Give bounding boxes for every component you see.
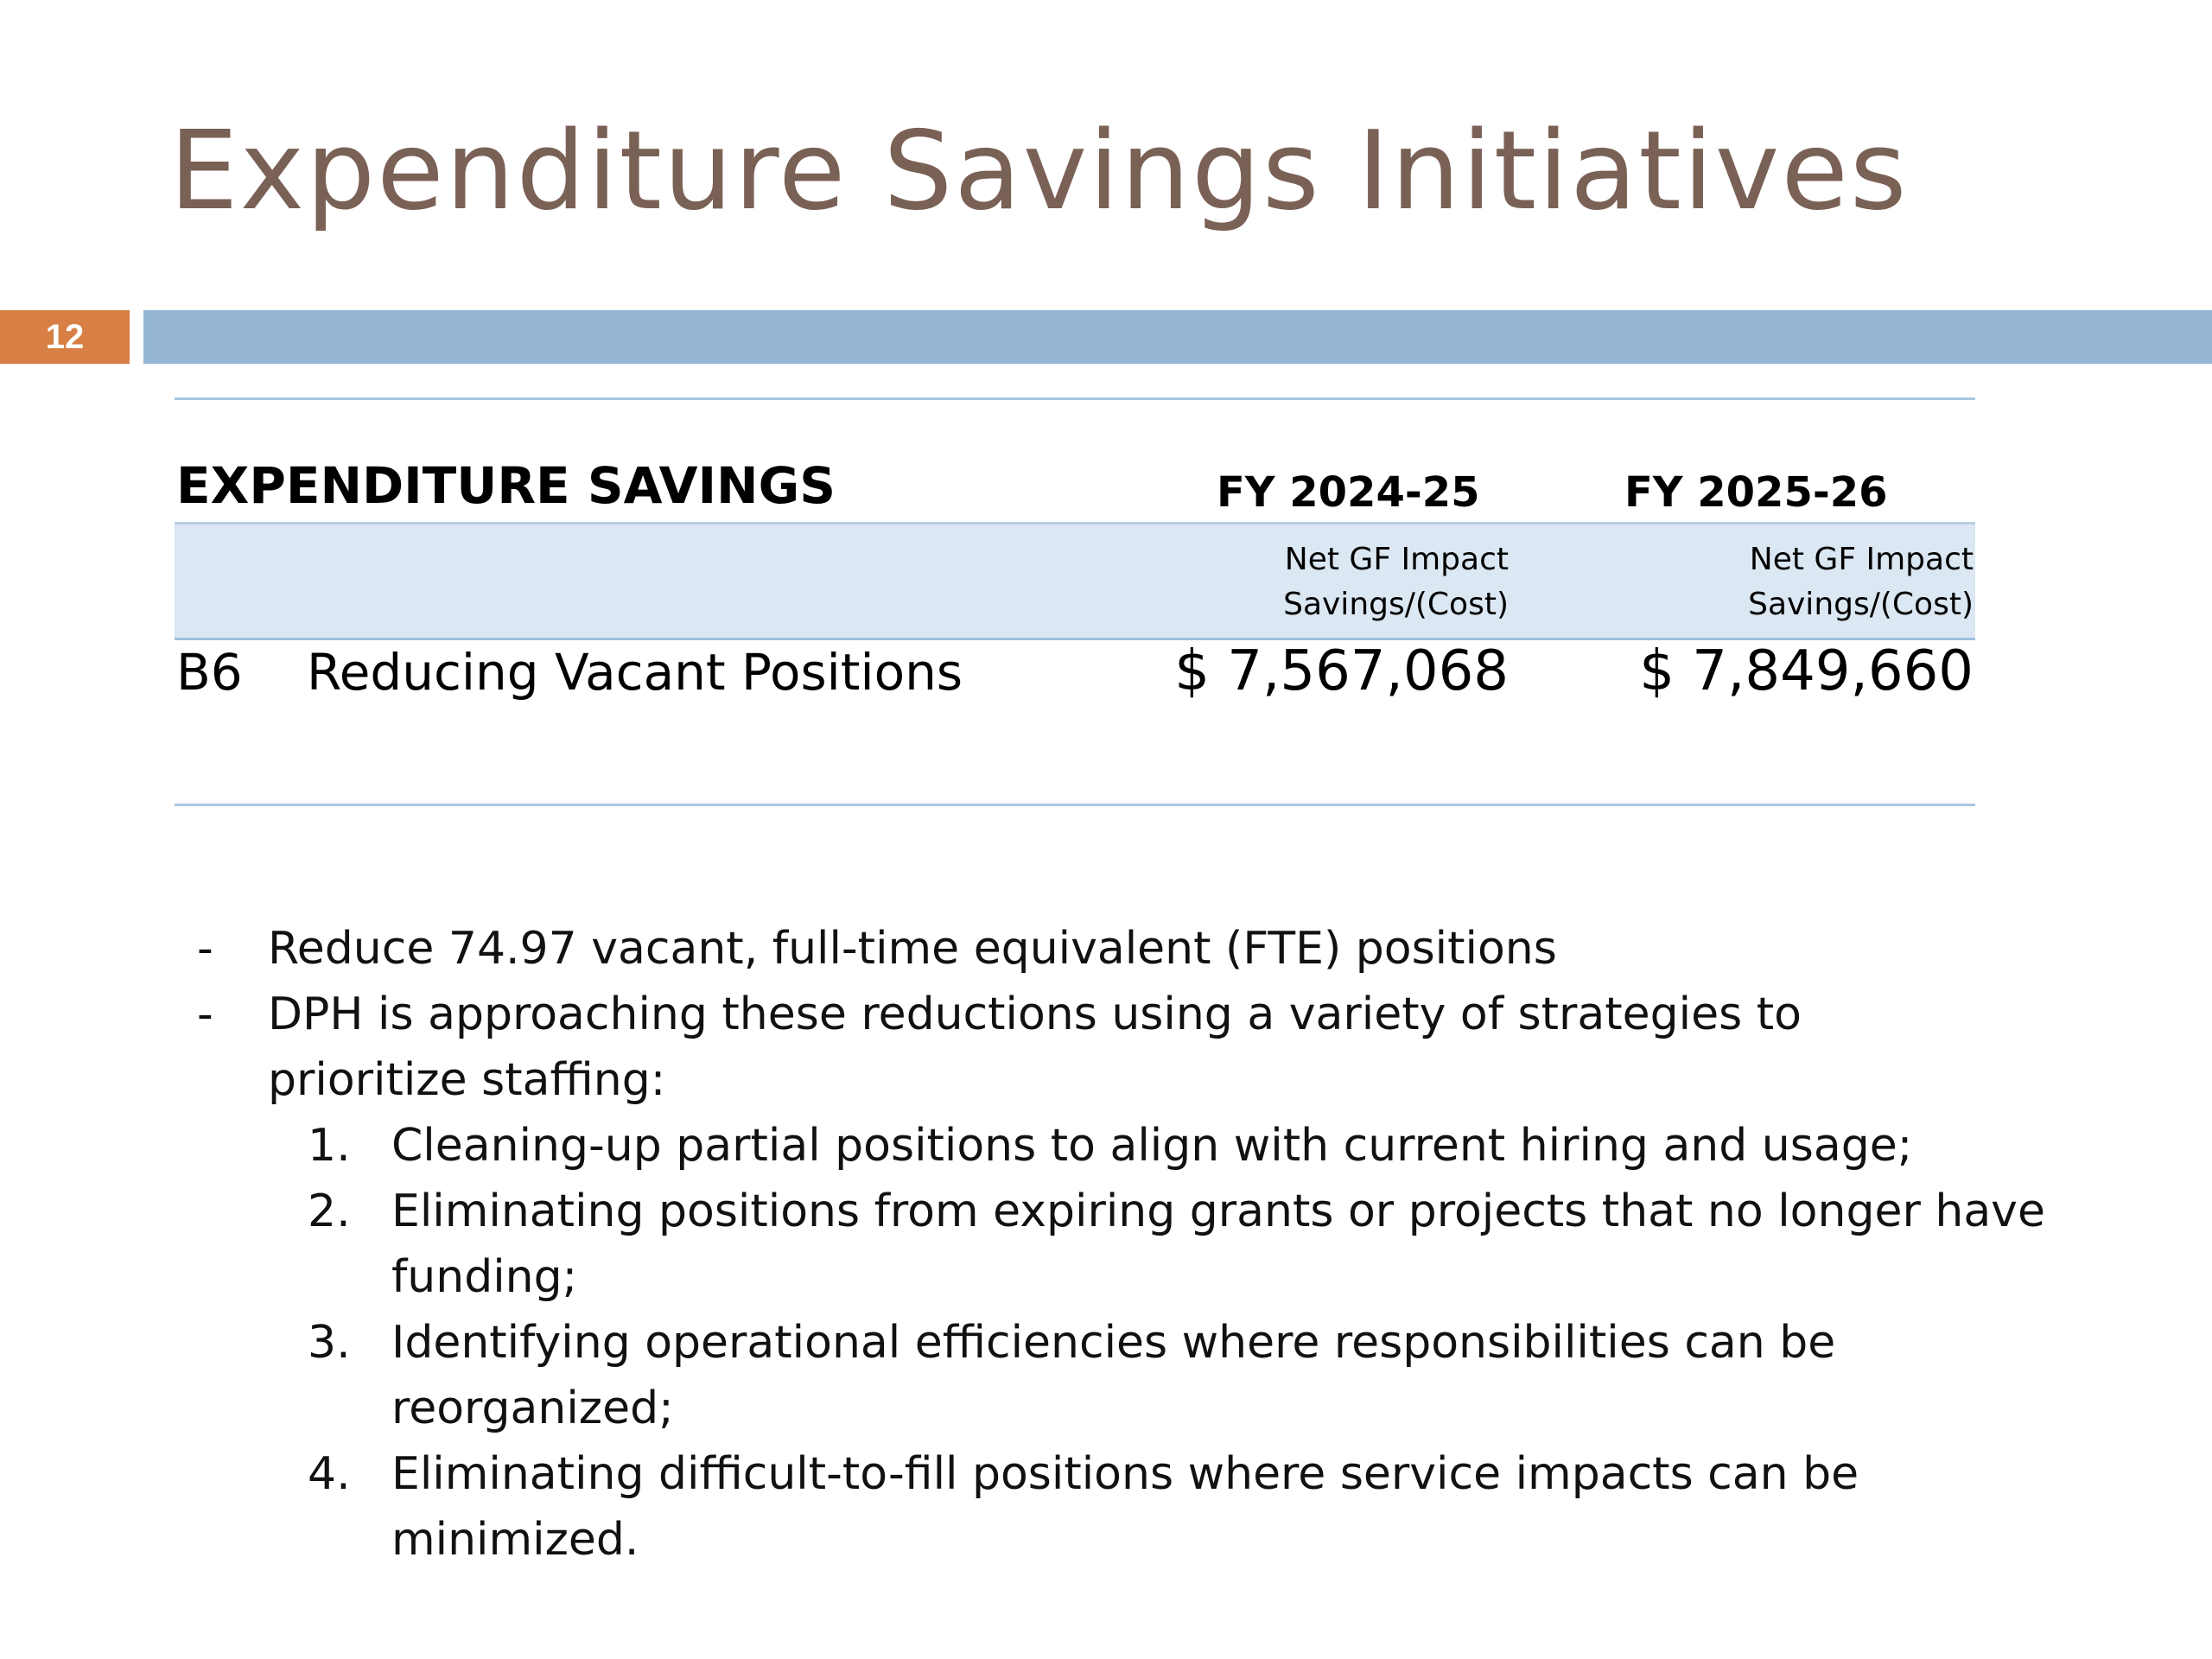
table-title: EXPENDITURE SAVINGS bbox=[176, 456, 836, 515]
list-text: Cleaning-up partial positions to align w… bbox=[391, 1120, 1913, 1172]
row-value-fy2425: $ 7,567,068 bbox=[1174, 639, 1509, 703]
bullet-marker: - bbox=[197, 923, 213, 975]
subheader-band bbox=[175, 524, 1975, 638]
body-text: - Reduce 74.97 vacant, full-time equival… bbox=[0, 916, 2212, 1573]
subheader-line-1: Net GF Impact bbox=[1284, 542, 1509, 577]
bullet-text: Reduce 74.97 vacant, full-time equivalen… bbox=[268, 923, 1557, 975]
list-item: 2. Eliminating positions from expiring g… bbox=[0, 1179, 2212, 1310]
subheader-line-1: Net GF Impact bbox=[1749, 542, 1974, 577]
subheader-line-2: Savings/(Cost) bbox=[1283, 587, 1509, 622]
bullet-marker: - bbox=[197, 988, 213, 1040]
list-item: - Reduce 74.97 vacant, full-time equival… bbox=[0, 916, 2212, 982]
column-header-fy2526: FY 2025-26 bbox=[1624, 468, 1888, 517]
list-item: 4. Eliminating difficult-to-fill positio… bbox=[0, 1441, 2212, 1573]
header-rule bbox=[175, 522, 1975, 524]
list-number: 2. bbox=[308, 1185, 351, 1237]
list-item: 3. Identifying operational efficiencies … bbox=[0, 1310, 2212, 1441]
subheader-fy2526: Net GF Impact Savings/(Cost) bbox=[1662, 537, 1974, 627]
row-value-fy2526: $ 7,849,660 bbox=[1639, 639, 1974, 703]
subheader-line-2: Savings/(Cost) bbox=[1748, 587, 1974, 622]
accent-bar bbox=[143, 310, 2212, 364]
subheader-fy2425: Net GF Impact Savings/(Cost) bbox=[1198, 537, 1509, 627]
slide-title: Expenditure Savings Initiatives bbox=[169, 107, 1909, 234]
list-number: 4. bbox=[308, 1448, 351, 1500]
list-number: 1. bbox=[308, 1120, 351, 1172]
row-code: B6 bbox=[176, 643, 243, 702]
subheader-rule bbox=[175, 638, 1975, 640]
list-item: - DPH is approaching these reductions us… bbox=[0, 982, 2212, 1113]
table-bottom-rule bbox=[175, 804, 1975, 806]
column-header-fy2425: FY 2024-25 bbox=[1217, 468, 1480, 517]
list-number: 3. bbox=[308, 1317, 351, 1369]
bullet-text: DPH is approaching these reductions usin… bbox=[268, 988, 1802, 1106]
list-text: Identifying operational efficiencies whe… bbox=[391, 1317, 1836, 1434]
list-text: Eliminating positions from expiring gran… bbox=[391, 1185, 2045, 1303]
row-label: Reducing Vacant Positions bbox=[307, 643, 963, 702]
list-item: 1. Cleaning-up partial positions to alig… bbox=[0, 1113, 2212, 1179]
slide-number-badge: 12 bbox=[0, 310, 130, 364]
table-top-rule bbox=[175, 397, 1975, 400]
list-text: Eliminating difficult-to-fill positions … bbox=[391, 1448, 1859, 1566]
